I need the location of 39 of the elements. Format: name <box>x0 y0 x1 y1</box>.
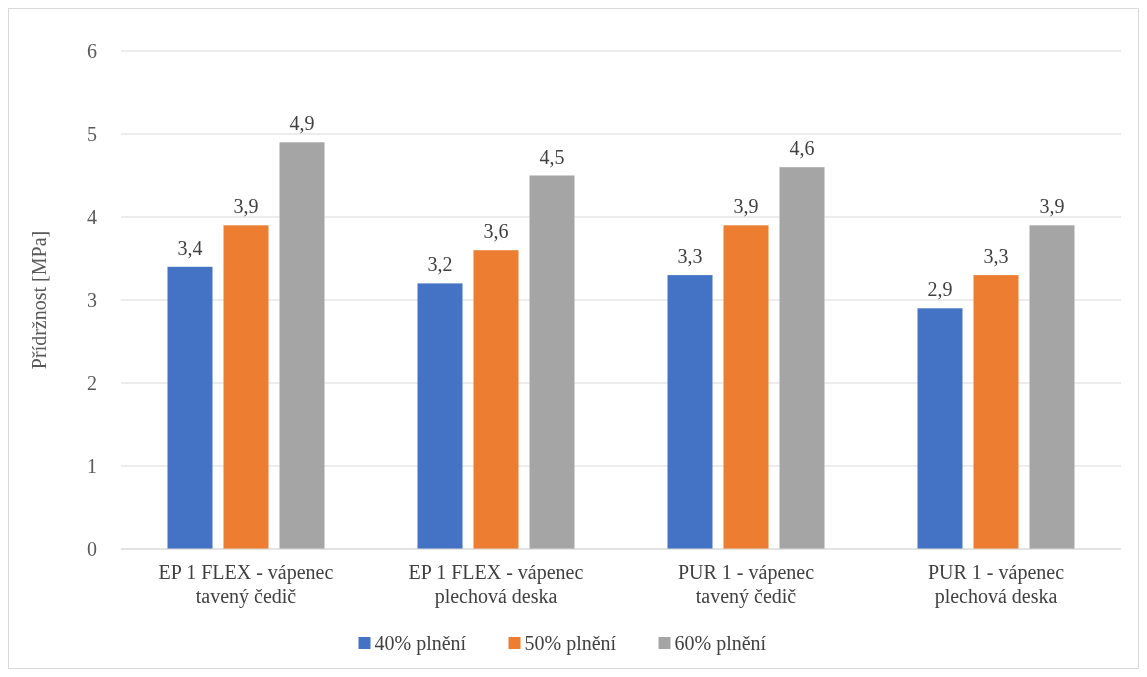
y-tick-label: 4 <box>87 206 97 228</box>
data-label: 4,5 <box>539 145 565 168</box>
x-tick-label: EP 1 FLEX - vápenec plechová deska <box>408 561 584 608</box>
bar <box>473 250 519 549</box>
y-tick-label: 0 <box>87 538 97 560</box>
y-axis-title: Přídržnost [MPa] <box>28 230 50 370</box>
y-tick-label: 3 <box>87 289 97 311</box>
data-label: 3,9 <box>233 195 259 218</box>
data-label: 4,6 <box>789 137 815 160</box>
legend-label: 50% plnění <box>524 632 617 655</box>
y-tick-label: 2 <box>87 372 97 394</box>
bar <box>973 275 1019 549</box>
bar <box>779 167 825 549</box>
bar <box>279 142 325 549</box>
data-label: 3,4 <box>177 236 203 259</box>
x-tick-label: PUR 1 - vápenec plechová deska <box>927 561 1065 608</box>
bar <box>917 308 963 549</box>
data-label: 2,9 <box>927 278 953 301</box>
data-label: 3,2 <box>427 253 453 276</box>
y-tick-label: 5 <box>87 123 97 145</box>
data-label: 3,9 <box>1039 195 1065 218</box>
data-label: 3,9 <box>733 195 759 218</box>
x-tick-label: EP 1 FLEX - vápenec tavený čedič <box>158 561 334 608</box>
bar <box>417 283 463 549</box>
bar <box>667 275 713 549</box>
x-tick-label: PUR 1 - vápenec tavený čedič <box>677 561 815 608</box>
bar <box>529 175 575 549</box>
data-label: 3,3 <box>983 245 1009 268</box>
y-tick-label: 1 <box>87 455 97 477</box>
bar <box>723 225 769 549</box>
legend-label: 40% plnění <box>374 632 467 655</box>
data-label: 3,3 <box>677 245 703 268</box>
bar <box>223 225 269 549</box>
legend-label: 60% plnění <box>674 632 767 655</box>
bar <box>167 266 213 549</box>
bar <box>1029 225 1075 549</box>
data-label: 3,6 <box>483 220 509 243</box>
y-tick-label: 6 <box>87 40 97 62</box>
data-label: 4,9 <box>289 112 315 135</box>
